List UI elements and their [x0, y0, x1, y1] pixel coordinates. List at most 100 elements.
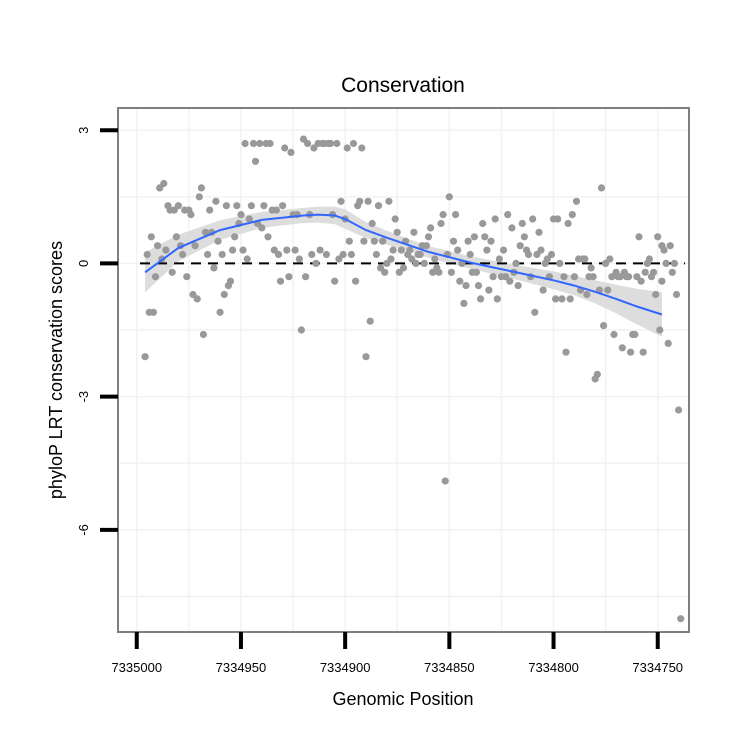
data-point [406, 246, 414, 254]
data-point [312, 259, 320, 267]
data-point [556, 259, 564, 267]
data-point [593, 370, 601, 378]
data-point [193, 295, 201, 303]
data-point [631, 330, 639, 339]
data-point [445, 193, 453, 201]
data-point [212, 197, 220, 205]
data-point [302, 273, 310, 281]
y-tick-label: 0 [76, 260, 91, 267]
data-point [479, 219, 487, 228]
data-point [456, 277, 464, 285]
data-point [466, 250, 474, 259]
data-point [639, 348, 647, 356]
data-point [333, 139, 341, 148]
smooth-line [144, 213, 663, 316]
data-point [245, 215, 253, 223]
data-point [570, 273, 579, 281]
data-point [552, 295, 560, 303]
data-point [247, 202, 255, 210]
data-point [416, 250, 424, 259]
data-point [633, 273, 641, 281]
data-point [424, 233, 433, 241]
data-point [183, 273, 191, 281]
x-tick-label: 7334850 [424, 660, 475, 675]
data-point [195, 193, 203, 201]
data-point [360, 237, 368, 245]
data-point [524, 250, 533, 259]
data-point [470, 233, 478, 241]
data-point [260, 202, 268, 210]
data-point [410, 228, 418, 236]
data-point [160, 179, 168, 188]
data-point [172, 233, 180, 241]
data-point [168, 268, 176, 276]
data-point [339, 250, 347, 259]
data-point [452, 211, 460, 219]
data-points [141, 135, 685, 623]
data-point [562, 348, 570, 356]
data-point [635, 233, 643, 241]
data-point [358, 144, 366, 152]
data-point [191, 242, 199, 250]
data-point [537, 246, 545, 254]
y-tick-label: -3 [76, 391, 91, 403]
data-point [583, 290, 591, 299]
data-point [650, 268, 658, 276]
data-point [625, 273, 633, 281]
data-point [366, 317, 374, 325]
data-point [412, 259, 420, 267]
data-point [514, 282, 522, 290]
data-point [251, 157, 260, 165]
data-point [672, 290, 681, 299]
data-point [462, 282, 470, 290]
data-point [568, 211, 576, 219]
data-point [295, 255, 303, 263]
data-point [216, 308, 224, 316]
data-point [439, 211, 447, 219]
data-point [666, 242, 674, 250]
data-point [431, 255, 439, 263]
data-point [364, 197, 372, 205]
data-point [597, 184, 606, 192]
data-point [508, 224, 516, 232]
data-point [435, 268, 443, 276]
y-tick-label: -6 [76, 524, 91, 536]
data-point [222, 202, 230, 210]
data-point [645, 255, 654, 263]
data-point [627, 348, 635, 356]
data-point [535, 228, 543, 236]
data-point [485, 286, 493, 294]
data-point [279, 202, 287, 210]
y-tick-label: 3 [76, 127, 91, 134]
data-point [151, 273, 160, 281]
data-point [291, 246, 299, 254]
data-point [229, 246, 237, 254]
data-point [310, 144, 318, 152]
data-point [491, 215, 499, 223]
data-point [233, 202, 241, 210]
data-point [399, 264, 408, 272]
data-point [210, 264, 218, 272]
data-point [460, 299, 468, 307]
data-point [516, 242, 524, 250]
data-point [141, 353, 149, 361]
data-point [481, 233, 489, 241]
data-point [495, 255, 503, 263]
data-point [218, 250, 226, 259]
data-point [441, 477, 449, 485]
data-point [587, 264, 595, 272]
data-point [385, 197, 393, 205]
data-point [464, 237, 472, 245]
data-point [512, 259, 520, 267]
data-point [274, 250, 283, 259]
data-point [664, 339, 672, 347]
data-point [304, 139, 312, 148]
data-point [529, 215, 537, 223]
data-point [547, 250, 556, 259]
data-point [658, 277, 666, 285]
data-point [149, 308, 157, 316]
data-point [675, 406, 683, 414]
data-point [162, 246, 170, 254]
data-point [472, 268, 480, 276]
